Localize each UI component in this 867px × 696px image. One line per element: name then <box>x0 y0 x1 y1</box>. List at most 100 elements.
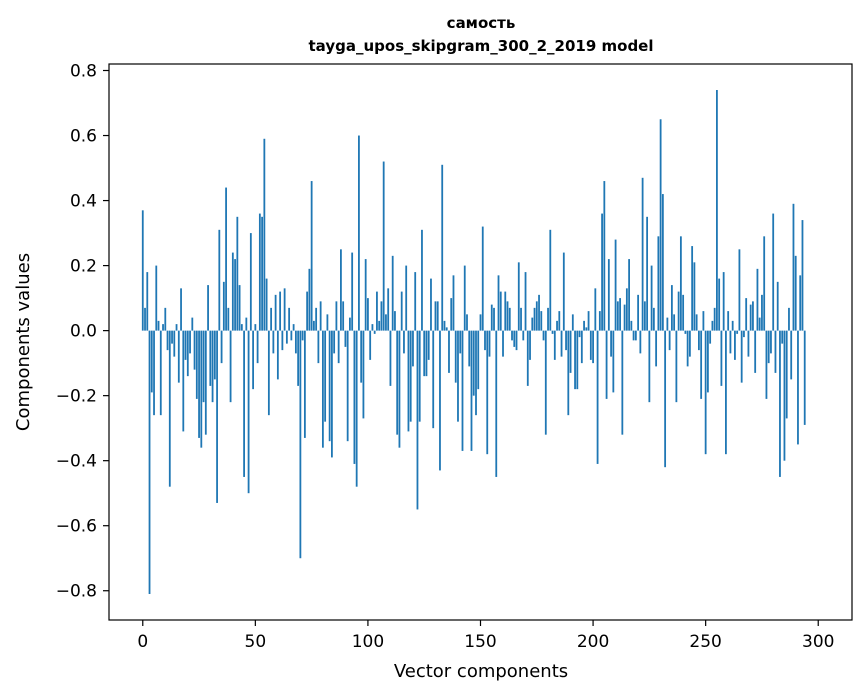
bar <box>180 288 182 331</box>
bar <box>704 330 707 455</box>
bar <box>310 181 313 331</box>
bar <box>452 275 455 331</box>
bar <box>382 161 385 331</box>
bar <box>526 330 529 386</box>
bar <box>655 330 658 367</box>
bar <box>688 330 691 357</box>
bar <box>373 330 376 334</box>
bar <box>722 272 725 331</box>
bar <box>765 330 768 399</box>
bar <box>745 298 748 331</box>
bar <box>664 330 667 468</box>
chart-title: самость <box>447 14 516 32</box>
bar <box>612 330 615 393</box>
bar <box>466 314 468 331</box>
bar <box>740 330 743 383</box>
bar <box>565 330 567 351</box>
bar <box>484 330 486 351</box>
bar <box>495 330 498 477</box>
bar <box>698 330 700 351</box>
x-tick-label: 50 <box>245 632 267 652</box>
bar <box>376 291 378 331</box>
bar <box>605 330 608 399</box>
bar <box>659 119 662 331</box>
bar <box>369 330 372 360</box>
bar <box>349 317 351 331</box>
bar <box>574 330 576 390</box>
bar <box>315 307 318 331</box>
bar <box>389 330 392 386</box>
bar <box>261 216 263 331</box>
y-tick-label: 0.8 <box>70 62 97 82</box>
bar <box>684 330 687 334</box>
bar <box>470 330 473 451</box>
bar <box>459 330 462 354</box>
bar <box>265 278 268 331</box>
bar <box>625 288 628 331</box>
bar <box>781 330 784 344</box>
bar <box>533 307 536 331</box>
bar <box>596 330 599 464</box>
bar <box>400 291 403 331</box>
y-tick-label: 0.6 <box>70 127 97 147</box>
bar <box>360 330 363 383</box>
bar <box>547 307 549 331</box>
bar <box>652 307 655 331</box>
bar <box>758 317 761 331</box>
bar <box>279 291 282 331</box>
bar <box>319 301 322 331</box>
bar <box>414 272 417 331</box>
bar <box>634 330 637 341</box>
y-tick-label: −0.8 <box>56 582 97 602</box>
bar <box>159 330 162 416</box>
bar <box>263 138 266 331</box>
bar <box>292 324 295 331</box>
y-tick-label: −0.4 <box>56 452 97 472</box>
bar <box>797 330 799 445</box>
bar <box>258 213 261 331</box>
bar <box>416 330 419 510</box>
bar <box>749 304 752 331</box>
bar <box>731 320 734 331</box>
bar <box>371 324 374 331</box>
bar <box>553 330 556 360</box>
bar <box>700 330 703 399</box>
bar <box>387 288 390 331</box>
bar <box>272 330 275 354</box>
bar <box>506 301 509 331</box>
bar <box>603 181 606 331</box>
bar <box>405 265 408 331</box>
bar <box>238 285 241 331</box>
bar <box>529 330 531 360</box>
bar <box>549 229 552 331</box>
y-tick-label: 0.2 <box>70 257 97 277</box>
bar <box>589 330 592 360</box>
bar <box>213 330 216 380</box>
bar <box>198 330 200 438</box>
bar <box>472 330 475 396</box>
bar <box>220 330 223 364</box>
bar <box>679 236 682 331</box>
bar <box>598 311 601 331</box>
bar <box>531 317 534 331</box>
bar <box>403 330 405 354</box>
bar <box>592 330 594 364</box>
bar <box>150 330 153 393</box>
bar <box>247 330 250 494</box>
bar <box>166 330 169 351</box>
y-tick-label: −0.2 <box>56 387 97 407</box>
bar <box>725 330 727 455</box>
bar <box>335 301 338 331</box>
bar <box>434 301 437 331</box>
bar <box>321 330 324 448</box>
bar <box>619 298 621 331</box>
bar <box>756 268 759 331</box>
bar <box>477 330 480 390</box>
bar <box>743 330 745 338</box>
bar <box>774 330 777 373</box>
x-tick-label: 0 <box>137 632 148 652</box>
bar <box>193 330 196 370</box>
bar <box>200 330 203 448</box>
bar <box>499 291 502 331</box>
